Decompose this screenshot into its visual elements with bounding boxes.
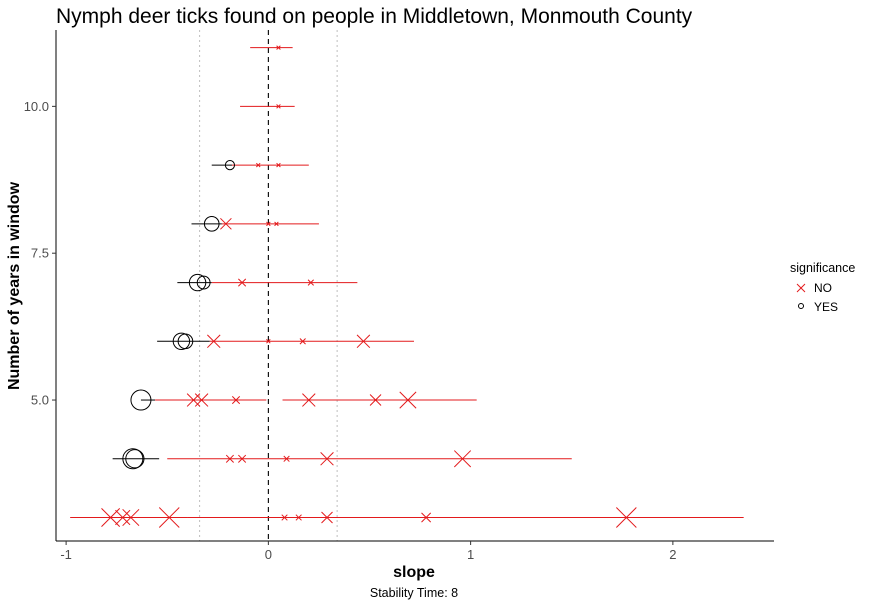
nonsignificant-point-marker [115, 509, 131, 526]
legend-label-no: NO [814, 281, 832, 295]
nonsignificant-point-marker [369, 394, 382, 406]
nonsignificant-point-marker [276, 162, 281, 168]
nonsignificant-point-marker [266, 221, 271, 227]
legend-item-yes: YES [798, 300, 838, 314]
nonsignificant-point-marker [276, 104, 281, 109]
axis-ticks: -1 0 1 2 5.0 7.5 10.0 [24, 99, 677, 562]
significant-point-marker [172, 332, 191, 350]
nonsignificant-point-marker [307, 279, 314, 286]
nonsignificant-point-marker [321, 511, 333, 524]
nonsignificant-point-marker [399, 391, 417, 409]
legend-label-yes: YES [814, 300, 838, 314]
reference-lines [199, 30, 338, 541]
nonsignificant-point-marker [421, 512, 432, 523]
legend-circle-icon [798, 303, 804, 309]
nonsignificant-point-marker [616, 507, 637, 528]
chart-title: Nymph deer ticks found on people in Midd… [56, 5, 693, 28]
legend-item-no: NO [796, 281, 832, 295]
window-11-group [250, 45, 293, 50]
nonsignificant-point-marker [356, 334, 371, 349]
window-9-group [211, 159, 309, 171]
legend-x-icon-stroke [796, 283, 806, 293]
nonsignificant-point-marker [281, 514, 288, 521]
nonsignificant-point-marker [231, 395, 241, 405]
significant-point-marker [177, 333, 194, 350]
nonsignificant-point-marker [256, 162, 261, 168]
x-tick-label: -1 [60, 547, 72, 562]
x-tick-label: 1 [467, 547, 474, 562]
chart-marks [70, 45, 744, 528]
x-tick-label: 0 [265, 547, 272, 562]
significant-point-marker [203, 216, 220, 232]
axes [55, 30, 774, 542]
x-tick-label: 2 [669, 547, 676, 562]
significant-point-marker [224, 159, 236, 171]
window-10-group [240, 104, 295, 109]
x-axis-title: slope [393, 564, 435, 581]
significant-point-marker [188, 273, 207, 292]
window-8-group [191, 216, 319, 232]
nonsignificant-point-marker [274, 221, 279, 227]
nonsignificant-point-marker [220, 217, 232, 230]
nonsignificant-point-marker [295, 514, 302, 521]
legend-title: significance [790, 261, 855, 275]
legend: significance NO YES [790, 261, 855, 314]
nonsignificant-point-marker [194, 393, 209, 407]
nonsignificant-point-marker [238, 454, 247, 463]
nonsignificant-point-marker [266, 339, 271, 344]
y-tick-label: 7.5 [31, 246, 49, 261]
y-axis-title: Number of years in window [6, 181, 23, 390]
nonsignificant-point-marker [225, 454, 234, 463]
window-4-group [112, 448, 572, 470]
window-6-group [157, 332, 414, 350]
significant-point-marker [122, 448, 144, 470]
significant-point-marker [196, 275, 211, 290]
y-tick-label: 10.0 [24, 99, 49, 114]
window-3-group [70, 507, 744, 528]
window-7-group [177, 273, 358, 292]
window-5-group [130, 389, 477, 411]
nonsignificant-point-marker [207, 334, 221, 349]
nonsignificant-point-marker [276, 45, 281, 50]
nonsignificant-point-marker [122, 508, 140, 527]
y-tick-label: 5.0 [31, 393, 49, 408]
nonsignificant-point-marker [302, 393, 316, 407]
nonsignificant-point-marker [299, 338, 306, 345]
nonsignificant-point-marker [283, 455, 290, 462]
significant-point-marker [130, 389, 152, 411]
significant-point-marker [125, 449, 145, 469]
nonsignificant-point-marker [158, 507, 180, 528]
nonsignificant-point-marker [453, 450, 472, 468]
chart-caption: Stability Time: 8 [370, 586, 458, 600]
nonsignificant-point-marker [320, 452, 334, 466]
nonsignificant-point-marker [238, 278, 247, 287]
